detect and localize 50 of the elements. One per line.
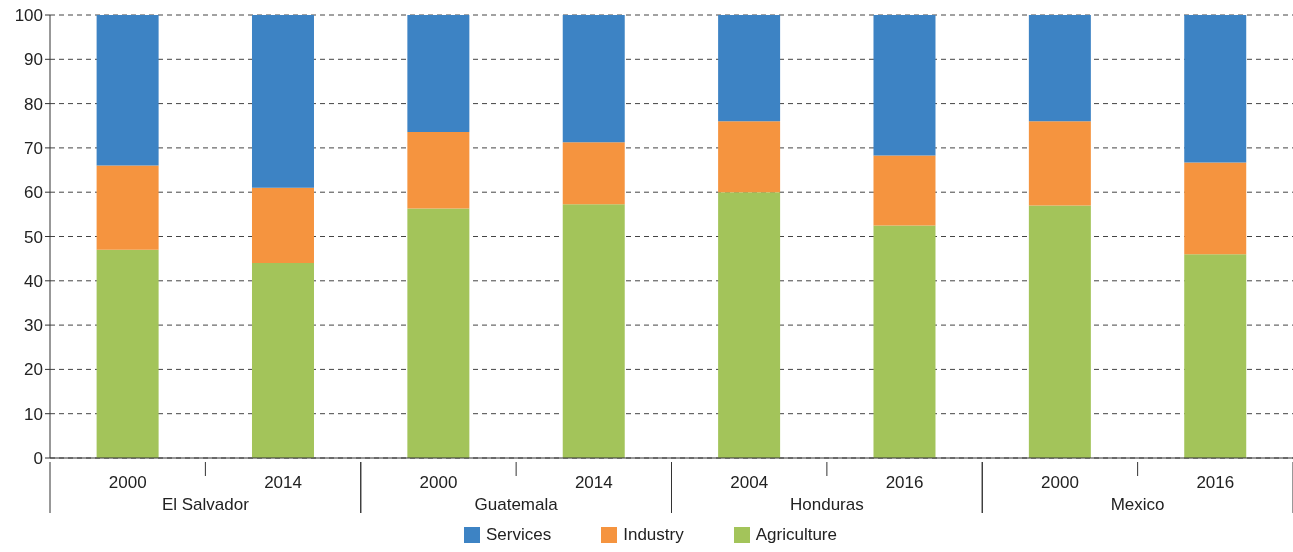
y-tick-label: 10 [24, 404, 43, 424]
bar [407, 208, 470, 458]
bar [1184, 15, 1247, 163]
bar [96, 165, 159, 250]
bar [407, 15, 470, 132]
x-tick-label: 2014 [264, 473, 302, 492]
bar [873, 15, 936, 156]
text: Guatemala [474, 495, 559, 514]
bar [96, 15, 159, 166]
x-tick-label: 2000 [419, 473, 458, 492]
y-tick-label: 20 [24, 360, 43, 380]
y-tick-label: 60 [24, 183, 43, 203]
bar [1184, 162, 1247, 255]
legend-label: Industry [623, 525, 684, 545]
bar [718, 192, 781, 458]
bar [251, 15, 314, 188]
y-tick-label: 0 [33, 449, 43, 469]
text: El Salvador [161, 495, 250, 514]
y-tick-label: 70 [24, 138, 43, 158]
bar [718, 121, 781, 193]
y-tick-label: 80 [24, 94, 43, 114]
x-tick-label: 2016 [1196, 473, 1235, 492]
bar [1184, 254, 1247, 458]
y-tick-label: 90 [24, 50, 43, 70]
text: Mexico [1110, 495, 1165, 514]
x-tick-label: 2014 [574, 473, 613, 492]
bar [562, 15, 625, 143]
bar [562, 142, 625, 205]
bar [873, 225, 936, 458]
bar [407, 131, 470, 209]
bar [562, 204, 625, 458]
x-tick-label: 2004 [730, 473, 769, 492]
x-tick-label: 2000 [108, 473, 147, 492]
y-tick-label: 30 [24, 316, 43, 336]
bar [1028, 121, 1091, 206]
y-tick-label: 40 [24, 271, 43, 291]
y-tick-label: 100 [14, 6, 43, 26]
x-tick-label: 2000 [1041, 473, 1079, 492]
bar [251, 187, 314, 264]
legend-label: Agriculture [755, 525, 837, 545]
bar [1028, 15, 1091, 122]
legend-label: Services [486, 525, 552, 545]
bar [96, 249, 159, 458]
text: Honduras [790, 495, 864, 514]
bar [251, 263, 314, 458]
x-tick-label: 2016 [885, 473, 924, 492]
bar [1028, 205, 1091, 458]
y-tick-label: 50 [24, 227, 43, 247]
bar [718, 15, 781, 122]
bar [873, 155, 936, 226]
